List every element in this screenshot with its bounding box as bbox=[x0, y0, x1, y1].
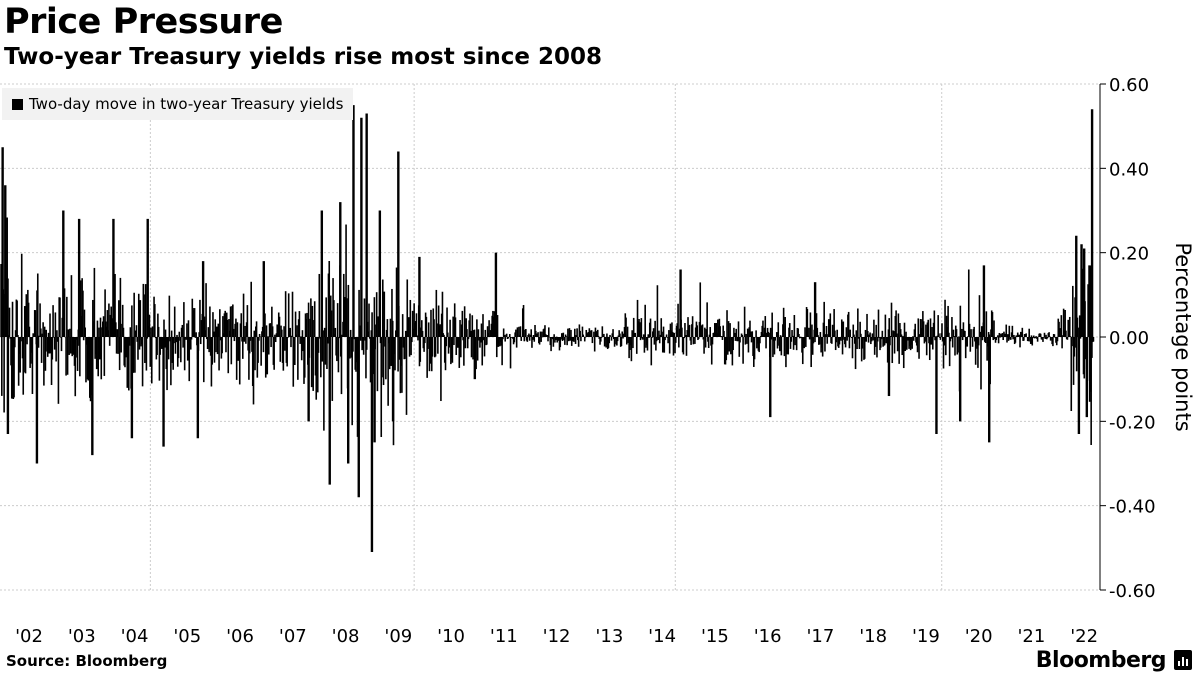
x-tick-label: '16 bbox=[754, 626, 782, 647]
terminal-icon bbox=[1174, 650, 1192, 670]
y-axis-title: Percentage points bbox=[1171, 242, 1195, 431]
y-tick-label: -0.60 bbox=[1109, 581, 1156, 602]
chart-subtitle: Two-year Treasury yields rise most since… bbox=[4, 44, 602, 70]
x-tick-label: '04 bbox=[121, 626, 149, 647]
x-tick-label: '17 bbox=[806, 626, 834, 647]
x-tick-label: '14 bbox=[648, 626, 676, 647]
x-tick-label: '21 bbox=[1017, 626, 1045, 647]
legend-swatch bbox=[12, 98, 23, 110]
x-tick-label: '08 bbox=[332, 626, 360, 647]
x-tick-label: '12 bbox=[543, 626, 571, 647]
legend: Two-day move in two-year Treasury yields bbox=[2, 88, 354, 120]
y-tick-label: -0.20 bbox=[1109, 412, 1156, 433]
y-tick-label: -0.40 bbox=[1109, 497, 1156, 518]
x-tick-label: '22 bbox=[1070, 626, 1098, 647]
brand-logo: Bloomberg bbox=[1035, 648, 1167, 673]
x-tick-label: '13 bbox=[595, 626, 623, 647]
x-tick-label: '15 bbox=[701, 626, 729, 647]
x-tick-label: '03 bbox=[68, 626, 96, 647]
y-tick-label: 0.20 bbox=[1109, 244, 1149, 265]
legend-label: Two-day move in two-year Treasury yields bbox=[29, 95, 344, 113]
x-tick-label: '07 bbox=[279, 626, 307, 647]
x-tick-label: '19 bbox=[912, 626, 940, 647]
chart-title: Price Pressure bbox=[4, 2, 283, 42]
y-tick-label: 0.40 bbox=[1109, 159, 1149, 180]
y-tick-label: 0.60 bbox=[1109, 78, 1149, 96]
x-tick-label: '10 bbox=[437, 626, 465, 647]
y-tick-label: 0.00 bbox=[1109, 328, 1149, 349]
x-tick-label: '20 bbox=[965, 626, 993, 647]
x-tick-label: '06 bbox=[226, 626, 254, 647]
x-tick-label: '11 bbox=[490, 626, 518, 647]
x-tick-label: '02 bbox=[15, 626, 43, 647]
chart-area: 0.60 0.40 0.20 0.00 -0.20 -0.40 -0.60 Percentag… bbox=[0, 78, 1195, 647]
x-tick-label: '09 bbox=[384, 626, 412, 647]
x-tick-label: '05 bbox=[173, 626, 201, 647]
source-note: Source: Bloomberg bbox=[6, 652, 168, 670]
x-tick-label: '18 bbox=[859, 626, 887, 647]
series-two-day-move bbox=[0, 105, 1095, 553]
